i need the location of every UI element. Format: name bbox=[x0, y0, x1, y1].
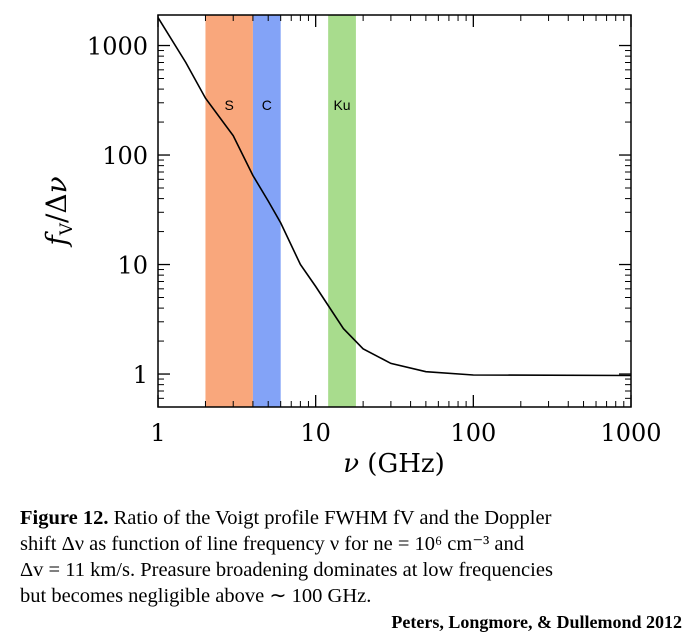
caption-line: shift Δν as function of line frequency ν… bbox=[20, 533, 525, 555]
series-line bbox=[157, 17, 632, 377]
y-tick-label: 10 bbox=[117, 252, 148, 280]
y-tick-label: 1000 bbox=[87, 33, 148, 61]
figure-caption: Figure 12. Ratio of the Voigt profile FW… bbox=[20, 505, 676, 609]
x-tick-label: 1000 bbox=[600, 419, 661, 447]
y-tick-label: 1 bbox=[133, 361, 148, 389]
y-axis-label: fV/Δν bbox=[40, 176, 77, 247]
caption-line: Δv = 11 km/s. Preasure broadening domina… bbox=[20, 559, 553, 581]
x-tick-label: 100 bbox=[450, 419, 496, 447]
y-tick-label: 100 bbox=[102, 142, 148, 170]
figure-credit: Peters, Longmore, & Dullemond 2012 bbox=[391, 612, 682, 632]
band-s bbox=[205, 15, 253, 407]
band-label: Ku bbox=[333, 97, 350, 113]
chart: S C Ku 1 10 100 1000 1 10 100 1000 ν (GHz) fV/Δν bbox=[40, 14, 662, 479]
band-label: C bbox=[262, 97, 272, 113]
minor-ticks bbox=[158, 15, 631, 408]
caption-line: but becomes negligible above ∼ 100 GHz. bbox=[20, 585, 372, 607]
x-tick-label: 10 bbox=[300, 419, 331, 447]
x-axis-label: ν (GHz) bbox=[343, 449, 445, 479]
caption-label: Figure 12. bbox=[20, 507, 109, 529]
plot-frame bbox=[157, 14, 632, 408]
x-tick-label: 1 bbox=[150, 419, 165, 447]
band-ku bbox=[328, 15, 356, 407]
band-c bbox=[252, 15, 281, 407]
band-label: S bbox=[225, 97, 234, 113]
caption-line: Ratio of the Voigt profile FWHM fV and t… bbox=[113, 507, 552, 529]
